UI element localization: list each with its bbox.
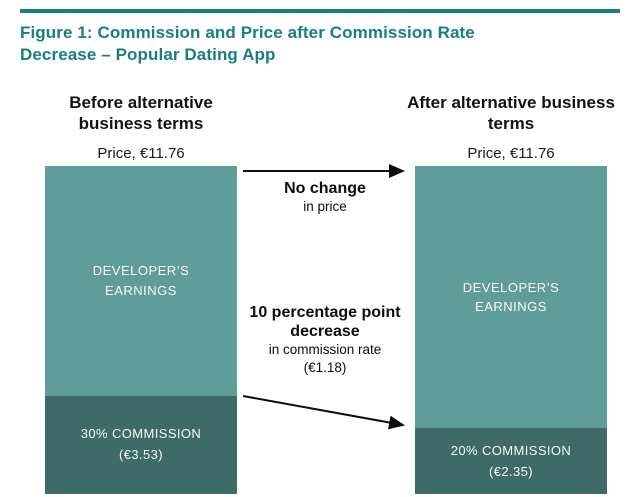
decrease-value: (€1.18): [303, 360, 347, 376]
after-commission-segment: 20% COMMISSION (€2.35): [415, 428, 607, 494]
figure-title: Figure 1: Commission and Price after Com…: [20, 23, 475, 65]
before-column-header: Before alternative business terms: [69, 93, 213, 134]
decrease-title: 10 percentage point decrease: [249, 304, 401, 341]
before-commission-label: 30% COMMISSION: [80, 426, 202, 442]
decrease-subtext: in commission rate: [268, 342, 382, 358]
after-commission-value: (€2.35): [489, 463, 533, 479]
after-earnings-segment: DEVELOPER’S EARNINGS: [415, 166, 607, 429]
before-commission-value: (€3.53): [119, 447, 163, 463]
decrease-note: 10 percentage point decrease in commissi…: [238, 303, 412, 377]
before-earnings-segment: DEVELOPER’S EARNINGS: [45, 166, 237, 396]
after-commission-label: 20% COMMISSION: [450, 442, 572, 458]
after-earnings-label: DEVELOPER’S EARNINGS: [462, 279, 560, 315]
decrease-arrow-icon: [242, 395, 405, 430]
after-price-label: Price, €11.76: [467, 145, 555, 162]
no-change-title: No change: [284, 180, 366, 197]
before-bar: DEVELOPER’S EARNINGS 30% COMMISSION (€3.…: [45, 166, 237, 494]
top-rule: [20, 9, 620, 13]
no-change-subtext: in price: [303, 199, 347, 215]
after-bar: DEVELOPER’S EARNINGS 20% COMMISSION (€2.…: [415, 166, 607, 494]
after-column-header: After alternative business terms: [407, 93, 615, 134]
before-commission-segment: 30% COMMISSION (€3.53): [45, 395, 237, 494]
no-change-note: No change in price: [242, 179, 408, 216]
before-earnings-label: DEVELOPER’S EARNINGS: [92, 263, 190, 298]
before-price-label: Price, €11.76: [97, 145, 185, 162]
